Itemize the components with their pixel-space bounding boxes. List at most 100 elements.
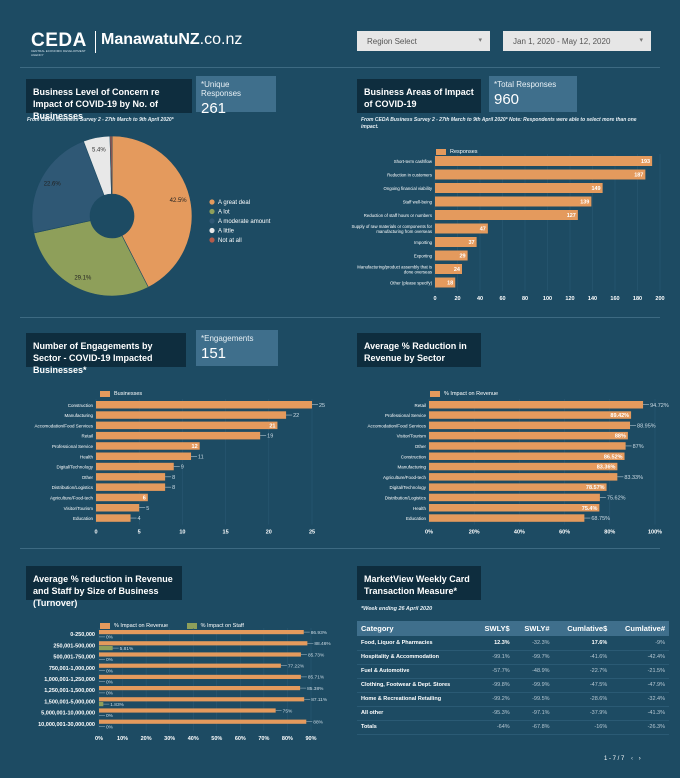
bar[interactable] bbox=[429, 493, 600, 502]
table-header-cell[interactable]: Cumlative$ bbox=[553, 621, 612, 636]
bar[interactable] bbox=[96, 514, 131, 522]
bar[interactable] bbox=[99, 641, 308, 646]
bar[interactable] bbox=[435, 223, 488, 234]
pager-label: 1 - 7 / 7 bbox=[604, 756, 625, 762]
pie-slice-label: 5.4% bbox=[92, 147, 106, 153]
table-pager: 1 - 7 / 7 ‹ › bbox=[604, 756, 641, 762]
bar[interactable] bbox=[96, 473, 166, 481]
bar[interactable] bbox=[96, 493, 148, 502]
bar[interactable] bbox=[435, 156, 653, 166]
kpi-engagements: *Engagements 151 bbox=[196, 330, 278, 366]
bar[interactable] bbox=[435, 169, 646, 180]
bar[interactable] bbox=[429, 473, 618, 481]
category-label: Visitor/Tourism bbox=[397, 434, 427, 439]
table-header-cell[interactable]: Cumlative# bbox=[611, 621, 669, 636]
bar[interactable] bbox=[96, 452, 192, 461]
bar[interactable] bbox=[429, 452, 625, 461]
bar[interactable] bbox=[99, 686, 301, 691]
bar[interactable] bbox=[429, 504, 600, 512]
bar-value-label: 11 bbox=[198, 454, 204, 460]
pie-slice[interactable] bbox=[111, 135, 193, 288]
bar[interactable] bbox=[435, 237, 477, 247]
bar[interactable] bbox=[429, 421, 631, 430]
tick-label: 40% bbox=[188, 736, 199, 742]
bar[interactable] bbox=[429, 431, 628, 440]
category-label: Staff well-being bbox=[403, 200, 433, 205]
bar-value-label: 5 bbox=[146, 506, 149, 512]
kpi-value: 261 bbox=[201, 100, 227, 117]
bar[interactable] bbox=[99, 719, 307, 724]
bar[interactable] bbox=[96, 504, 140, 512]
bar[interactable] bbox=[99, 663, 281, 668]
bar[interactable] bbox=[96, 431, 261, 440]
bar[interactable] bbox=[99, 630, 304, 635]
table-value-cell: -41.3% bbox=[611, 706, 669, 721]
bar[interactable] bbox=[435, 250, 468, 261]
legend-label: Not at all bbox=[218, 238, 242, 244]
category-label: Construction bbox=[401, 454, 427, 459]
bar-value-label: 9 bbox=[181, 465, 184, 471]
bar[interactable] bbox=[429, 411, 632, 419]
chevron-left-icon[interactable]: ‹ bbox=[631, 756, 634, 762]
bar[interactable] bbox=[429, 442, 626, 450]
category-label: Agriculture/Food-tech bbox=[383, 475, 427, 480]
chart-legend: Businesses bbox=[100, 385, 142, 403]
bar[interactable] bbox=[99, 646, 113, 651]
table-header-cell[interactable]: SWLY# bbox=[513, 621, 554, 636]
bar-value-label: 149 bbox=[591, 186, 600, 192]
bar[interactable] bbox=[96, 462, 174, 471]
bar[interactable] bbox=[435, 277, 456, 288]
chevron-right-icon[interactable]: › bbox=[638, 756, 641, 762]
bar[interactable] bbox=[99, 697, 305, 702]
table-value-cell: -21.5% bbox=[611, 664, 669, 679]
bar[interactable] bbox=[99, 652, 301, 657]
region-select-label: Region Select bbox=[367, 37, 417, 46]
bar[interactable] bbox=[435, 264, 462, 274]
pie-slice[interactable] bbox=[33, 220, 149, 297]
pie-slice[interactable] bbox=[31, 140, 105, 234]
bar[interactable] bbox=[435, 183, 603, 193]
bar[interactable] bbox=[99, 702, 104, 707]
category-label: Construction bbox=[68, 403, 94, 408]
bar-value-label: 85.73% bbox=[308, 652, 325, 658]
bar[interactable] bbox=[96, 421, 278, 430]
bar[interactable] bbox=[435, 196, 592, 207]
category-label: Education bbox=[73, 516, 94, 521]
bar[interactable] bbox=[99, 708, 276, 713]
table-value-cell: -26.3% bbox=[611, 720, 669, 735]
bar-value-label: 187 bbox=[634, 173, 643, 179]
bar[interactable] bbox=[429, 401, 644, 409]
table-value-cell: -28.6% bbox=[553, 692, 612, 707]
bar-value-label: 25 bbox=[319, 403, 325, 409]
bar-value-label: 83.33% bbox=[624, 475, 643, 481]
bar[interactable] bbox=[96, 442, 200, 450]
category-label: Manufacturing/product assembly that is bbox=[357, 265, 432, 270]
bar-value-label: 77.22% bbox=[288, 664, 305, 670]
bar[interactable] bbox=[429, 514, 585, 522]
bar[interactable] bbox=[96, 401, 312, 409]
bar[interactable] bbox=[435, 210, 578, 220]
table-header-cell[interactable]: Category bbox=[357, 621, 474, 636]
ceda-logo: CEDA bbox=[31, 30, 87, 51]
legend-label: % Impact on Revenue bbox=[444, 390, 499, 397]
tick-label: 60% bbox=[559, 530, 570, 536]
marketview-table: Category SWLY$ SWLY# Cumlative$ Cumlative# F… bbox=[357, 621, 669, 735]
bar[interactable] bbox=[99, 674, 301, 679]
table-value-cell: -99.2% bbox=[473, 692, 514, 707]
chart-legend: Responses bbox=[436, 143, 478, 161]
bar-value-label: 18 bbox=[447, 281, 453, 287]
bar[interactable] bbox=[429, 462, 618, 471]
table-header-cell[interactable]: SWLY$ bbox=[473, 621, 514, 636]
site-tld: .co.nz bbox=[199, 31, 243, 48]
legend-swatch-revenue bbox=[100, 622, 110, 629]
bar[interactable] bbox=[96, 483, 166, 491]
table-value-cell: -47.9% bbox=[611, 678, 669, 693]
date-range-select[interactable]: Jan 1, 2020 - May 12, 2020 ▾ bbox=[503, 31, 651, 51]
pie-slice[interactable] bbox=[109, 135, 113, 195]
bar[interactable] bbox=[96, 411, 287, 419]
table-value-cell: -67.8% bbox=[513, 720, 554, 735]
bar-value-label: 6 bbox=[143, 495, 146, 501]
region-select[interactable]: Region Select ▾ bbox=[357, 31, 490, 51]
bar[interactable] bbox=[429, 483, 607, 491]
category-label: Retail bbox=[81, 434, 93, 439]
